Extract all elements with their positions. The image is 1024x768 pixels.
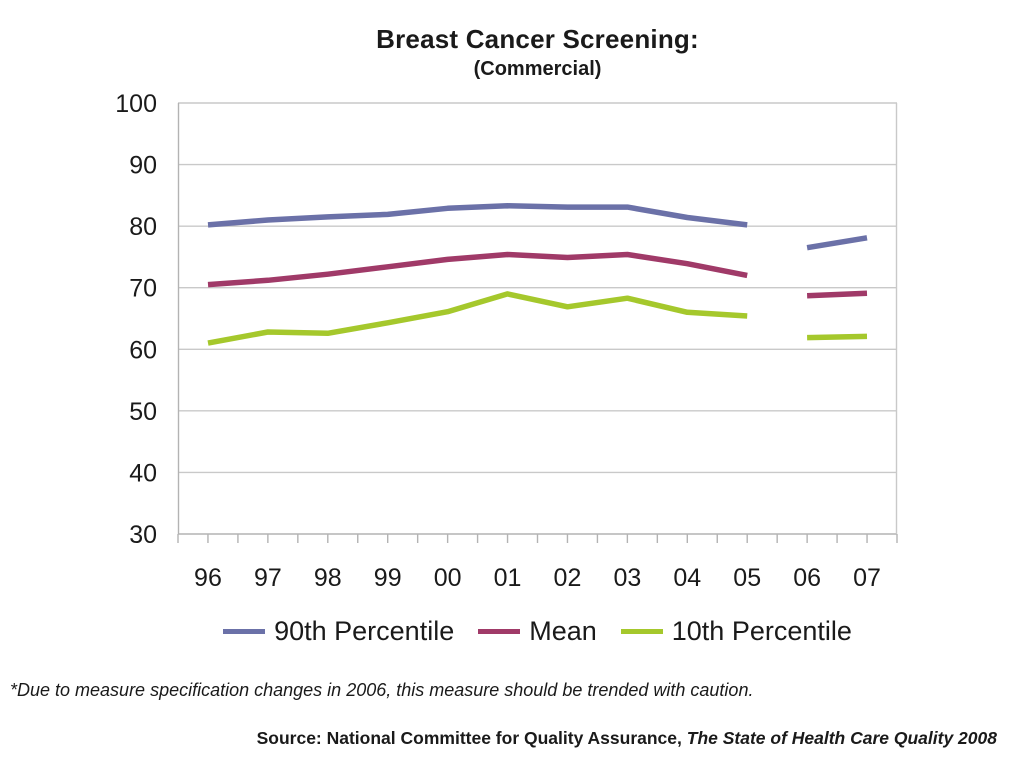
series-line-10th-percentile (207, 291, 748, 346)
series-line-mean (207, 251, 748, 288)
x-axis-label: 07 (853, 564, 881, 592)
x-axis-label: 01 (494, 564, 522, 592)
legend-item-90th-percentile: 90th Percentile (223, 616, 454, 647)
series-line-mean (806, 290, 868, 299)
y-axis-label: 40 (129, 459, 157, 487)
chart-subtitle: (Commercial) (473, 58, 602, 80)
series-line-90th-percentile (207, 203, 748, 228)
legend-line-swatch-10th-percentile-icon (620, 629, 663, 634)
y-axis-label: 100 (115, 90, 157, 118)
source-line: Source: National Committee for Quality A… (257, 728, 997, 749)
x-axis-label: 99 (374, 564, 402, 592)
chart-title: Breast Cancer Screening: (376, 24, 699, 54)
x-axis-label: 05 (733, 564, 761, 592)
x-axis-label: 96 (194, 564, 222, 592)
legend-label-10th-percentile: 10th Percentile (671, 616, 852, 646)
legend-label-mean: Mean (529, 616, 597, 646)
x-axis-label: 98 (314, 564, 342, 592)
line-chart-plot-area: 30 40 50 60 70 80 90 100 96 97 98 99 00 01 02 03 04 05 06 0… (115, 90, 898, 592)
chart-legend: 90th Percentile Mean 10th Percentile (178, 616, 897, 647)
y-axis-label: 50 (129, 398, 157, 426)
y-axis-label: 90 (129, 152, 157, 180)
x-axis-label: 03 (613, 564, 641, 592)
footnote: *Due to measure specification changes in… (10, 680, 754, 700)
legend-line-swatch-mean-icon (478, 629, 521, 634)
y-axis-label: 30 (129, 521, 157, 549)
legend-item-10th-percentile: 10th Percentile (620, 616, 852, 647)
y-axis-label: 60 (129, 336, 157, 364)
source-report-title: The State of Health Care Quality 2008 (686, 728, 997, 748)
x-axis-label: 06 (793, 564, 821, 592)
legend-line-swatch-90th-percentile-icon (223, 629, 266, 634)
legend-item-mean: Mean (478, 616, 597, 647)
x-axis-label: 04 (673, 564, 701, 592)
series-line-90th-percentile (806, 235, 868, 251)
source-prefix: Source: National Committee for Quality A… (256, 728, 687, 748)
legend-label-90th-percentile: 90th Percentile (274, 616, 455, 646)
series-line-10th-percentile (807, 333, 868, 341)
x-axis-label: 97 (254, 564, 282, 592)
x-axis-label: 00 (434, 564, 462, 592)
y-axis-label: 70 (129, 275, 157, 303)
y-axis-label: 80 (129, 213, 157, 241)
x-axis-label: 02 (554, 564, 582, 592)
